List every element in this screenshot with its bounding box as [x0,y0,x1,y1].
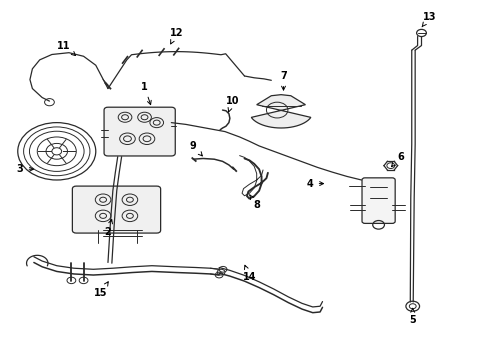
FancyBboxPatch shape [72,186,160,233]
Text: 8: 8 [249,195,260,210]
Text: 14: 14 [242,265,256,282]
Polygon shape [251,95,310,128]
Text: 1: 1 [141,82,151,105]
Text: 4: 4 [306,179,323,189]
Text: 6: 6 [391,152,403,167]
Text: 13: 13 [421,12,436,27]
Text: 7: 7 [280,71,286,90]
Text: 10: 10 [225,96,239,112]
Text: 15: 15 [94,282,108,298]
FancyBboxPatch shape [104,107,175,156]
Text: 5: 5 [408,309,415,325]
FancyBboxPatch shape [361,178,394,224]
Text: 11: 11 [57,41,75,55]
Text: 3: 3 [17,164,33,174]
Text: 9: 9 [189,141,202,156]
Text: 12: 12 [169,28,183,44]
Text: 2: 2 [104,220,112,237]
